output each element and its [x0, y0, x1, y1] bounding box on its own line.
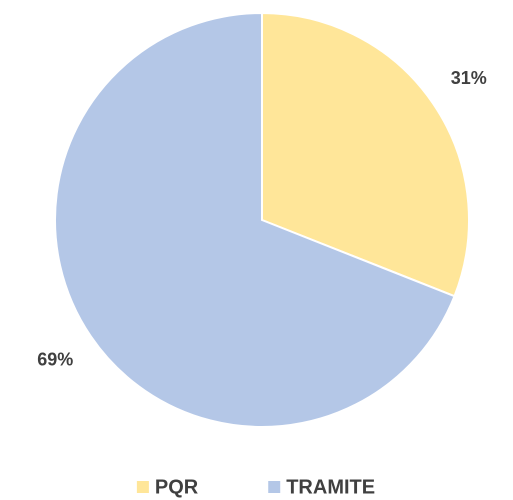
legend-label: TRAMITE: [286, 476, 375, 498]
legend-label: PQR: [155, 476, 199, 498]
legend-swatch: [268, 481, 281, 493]
legend-swatch: [136, 481, 149, 493]
pie-slice: [261, 11, 470, 298]
data-label: 69%: [37, 349, 73, 369]
data-label: 31%: [451, 68, 487, 88]
pie-slice: [54, 11, 456, 428]
